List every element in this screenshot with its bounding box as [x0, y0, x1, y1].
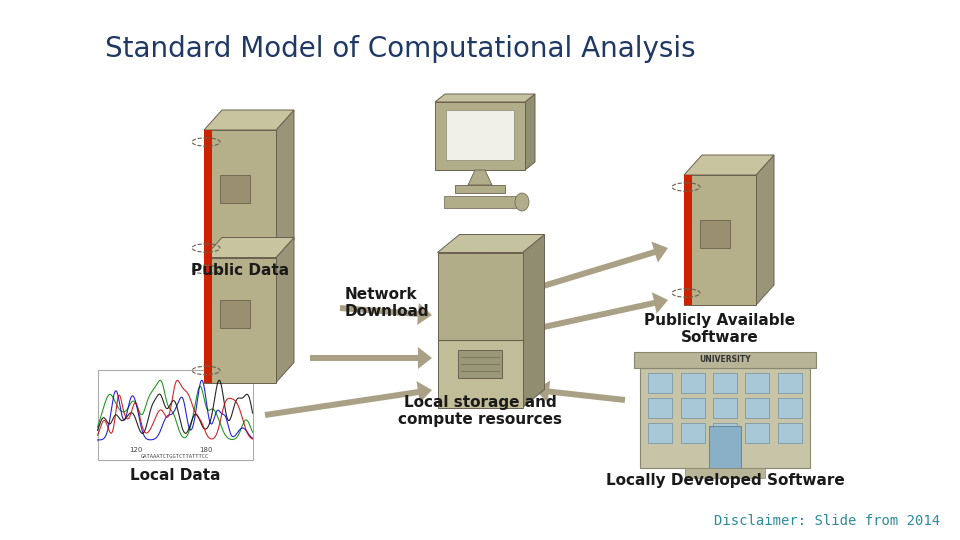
Polygon shape: [634, 352, 816, 368]
Polygon shape: [204, 258, 212, 382]
Polygon shape: [470, 242, 490, 254]
FancyBboxPatch shape: [700, 220, 730, 248]
FancyBboxPatch shape: [648, 423, 672, 443]
FancyBboxPatch shape: [681, 423, 705, 443]
Polygon shape: [340, 303, 432, 325]
Polygon shape: [276, 110, 294, 260]
Polygon shape: [684, 175, 756, 305]
Text: Disclaimer: Slide from 2014: Disclaimer: Slide from 2014: [714, 514, 940, 528]
Text: Publicly Available
Software: Publicly Available Software: [644, 313, 796, 346]
FancyBboxPatch shape: [681, 398, 705, 418]
Text: 120: 120: [130, 447, 143, 453]
Polygon shape: [438, 253, 522, 340]
Polygon shape: [468, 170, 492, 185]
FancyBboxPatch shape: [648, 373, 672, 393]
FancyBboxPatch shape: [220, 175, 250, 203]
Polygon shape: [276, 238, 294, 382]
Polygon shape: [204, 238, 294, 258]
Polygon shape: [204, 130, 212, 260]
Text: Local storage and
compute resources: Local storage and compute resources: [398, 395, 562, 427]
FancyBboxPatch shape: [713, 423, 737, 443]
FancyBboxPatch shape: [745, 398, 769, 418]
Polygon shape: [471, 258, 489, 272]
FancyBboxPatch shape: [458, 350, 502, 378]
FancyBboxPatch shape: [446, 110, 514, 160]
FancyBboxPatch shape: [648, 398, 672, 418]
FancyBboxPatch shape: [681, 373, 705, 393]
Text: GATAAATCTGGTCTTATTTCC: GATAAATCTGGTCTTATTTCC: [141, 455, 209, 460]
Polygon shape: [265, 381, 432, 418]
Polygon shape: [529, 292, 668, 333]
Polygon shape: [684, 175, 692, 305]
Text: UNIVERSITY: UNIVERSITY: [699, 355, 751, 364]
Polygon shape: [756, 155, 774, 305]
FancyBboxPatch shape: [98, 370, 252, 460]
FancyBboxPatch shape: [745, 423, 769, 443]
FancyBboxPatch shape: [778, 398, 802, 418]
Polygon shape: [204, 258, 276, 382]
FancyBboxPatch shape: [778, 423, 802, 443]
FancyBboxPatch shape: [713, 398, 737, 418]
FancyBboxPatch shape: [709, 426, 741, 468]
Polygon shape: [525, 94, 535, 170]
Text: Public Data: Public Data: [191, 263, 289, 278]
Polygon shape: [438, 234, 544, 253]
Polygon shape: [471, 258, 489, 272]
Polygon shape: [522, 234, 544, 408]
Polygon shape: [529, 241, 668, 293]
FancyBboxPatch shape: [685, 468, 765, 478]
FancyBboxPatch shape: [778, 373, 802, 393]
Text: Standard Model of Computational Analysis: Standard Model of Computational Analysis: [105, 35, 696, 63]
Polygon shape: [204, 110, 294, 130]
FancyBboxPatch shape: [745, 373, 769, 393]
Ellipse shape: [515, 193, 529, 211]
FancyBboxPatch shape: [713, 373, 737, 393]
FancyBboxPatch shape: [220, 300, 250, 328]
FancyBboxPatch shape: [435, 102, 525, 170]
Polygon shape: [640, 368, 810, 468]
Text: Locally Developed Software: Locally Developed Software: [606, 473, 845, 488]
Polygon shape: [535, 381, 625, 403]
Polygon shape: [435, 94, 535, 102]
Polygon shape: [438, 340, 522, 408]
FancyBboxPatch shape: [455, 185, 505, 193]
Text: 180: 180: [200, 447, 213, 453]
Polygon shape: [310, 347, 432, 369]
Text: Network
Download: Network Download: [345, 287, 430, 319]
Polygon shape: [470, 241, 490, 253]
Text: Local Data: Local Data: [130, 468, 220, 483]
Polygon shape: [684, 155, 774, 175]
FancyBboxPatch shape: [444, 196, 516, 208]
Polygon shape: [204, 130, 276, 260]
